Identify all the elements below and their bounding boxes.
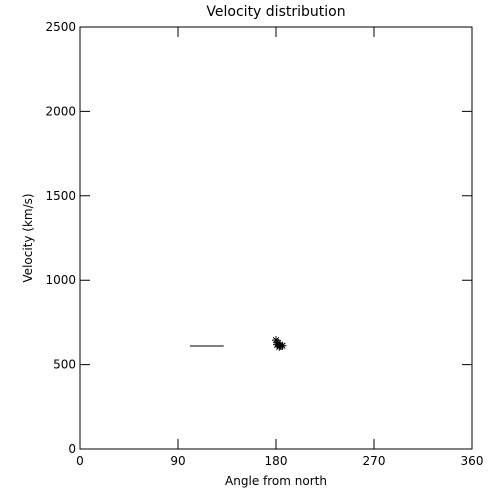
y-tick-label: 1000: [45, 273, 76, 287]
x-axis-label: Angle from north: [225, 474, 327, 488]
y-tick-label: 2000: [45, 104, 76, 118]
x-tick-label: 0: [76, 454, 84, 468]
chart-title: Velocity distribution: [206, 4, 345, 20]
y-tick-label: 500: [53, 358, 76, 372]
y-tick-label: 0: [68, 442, 76, 456]
asterisk-point: [278, 341, 287, 350]
y-tick-label: 2500: [45, 20, 76, 34]
asterisk-point: [275, 342, 284, 351]
x-tick-label: 360: [461, 454, 484, 468]
x-tick-label: 270: [363, 454, 386, 468]
x-tick-label: 180: [265, 454, 288, 468]
y-axis-label: Velocity (km/s): [21, 193, 35, 282]
x-tick-label: 90: [170, 454, 185, 468]
y-tick-label: 1500: [45, 189, 76, 203]
